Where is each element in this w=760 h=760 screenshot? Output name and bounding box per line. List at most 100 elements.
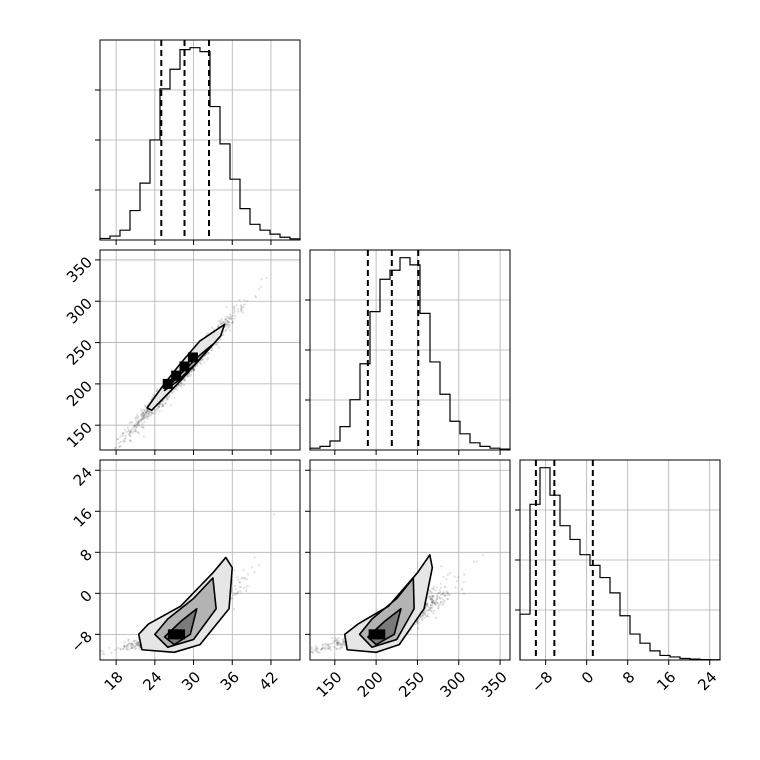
ytick-label-p1-1: 200 (63, 377, 96, 410)
pair-panel-0-2-point (127, 645, 130, 648)
pair-panel-0-1-point (214, 343, 217, 346)
pair-panel-0-1-point (189, 371, 193, 374)
pair-panel-0-1-point (182, 383, 186, 387)
pair-panel-0-1-point (172, 390, 175, 393)
pair-panel-0-1-point (161, 403, 164, 406)
pair-panel-1-2-point (427, 608, 431, 612)
pair-panel-1-2-point (453, 575, 456, 578)
hist-panel-2 (515, 459, 721, 665)
pair-panel-0-1-point (117, 446, 121, 449)
pair-panel-1-2-point (432, 587, 435, 591)
pair-panel-1-2-border (309, 459, 511, 661)
pair-panel-1-2-point (321, 646, 324, 650)
pair-panel-1-2-point (428, 607, 431, 610)
xtick-label-p0-2: 30 (178, 668, 204, 694)
pair-panel-1-2-point (335, 638, 338, 641)
pair-panel-0-2-point (97, 650, 99, 652)
pair-panel-0-1-point (206, 352, 209, 355)
pair-panel-1-2-point (481, 554, 485, 557)
pair-panel-0-1-point (147, 409, 150, 413)
pair-panel-1-2-point (433, 602, 436, 605)
pair-panel-0-1-point (147, 412, 150, 416)
pair-panel-0-1-point (225, 323, 228, 326)
pair-panel-0-1-point (119, 445, 122, 448)
pair-panel-0-1-point (189, 374, 193, 377)
pair-panel-0-1-point (192, 368, 195, 371)
pair-panel-0-1-point (242, 303, 245, 306)
pair-panel-0-1-point (145, 409, 148, 412)
pair-panel-1-2-point (446, 598, 450, 601)
pair-panel-0-1-point (226, 320, 229, 323)
pair-panel-0-2-point (127, 639, 130, 642)
pair-panel-0-1-point (134, 429, 137, 432)
pair-panel-1-2-point (441, 597, 444, 600)
pair-panel-1-2-point (432, 600, 436, 603)
pair-panel-0-1-point (148, 415, 151, 418)
pair-panel-0-2-point (272, 513, 276, 516)
pair-panel-0-1-point (240, 307, 243, 310)
pair-panel-0-1-point (221, 321, 224, 325)
pair-panel-0-1-point (128, 432, 131, 435)
pair-panel-1-2-point (425, 605, 428, 608)
pair-panel-0-1-point (243, 299, 246, 302)
pair-panel-1-2-point (321, 643, 324, 646)
pair-panel-0-1-point (141, 418, 144, 421)
pair-panel-0-1-point (224, 325, 227, 328)
pair-panel-0-1-point (192, 367, 196, 371)
pair-panel-1-2-point (431, 599, 434, 602)
pair-panel-0-1-point (135, 426, 138, 429)
pair-panel-1-2-point (420, 614, 424, 617)
pair-panel-0-2-point (132, 645, 136, 648)
ytick-label-p2-2: 8 (77, 546, 96, 565)
pair-panel-1-2-point (422, 612, 425, 615)
pair-panel-0-1-point (144, 412, 147, 416)
pair-panel-1-2-point (342, 640, 345, 644)
pair-panel-0-1-point (233, 310, 236, 313)
pair-panel-0-2-point (236, 591, 239, 594)
pair-panel-0-2-point (138, 647, 141, 651)
pair-panel-1-2-point (431, 600, 435, 603)
pair-panel-1-2-point (417, 623, 420, 626)
pair-panel-1-2-point (433, 603, 436, 606)
pair-panel-1-2-point (428, 595, 432, 598)
pair-panel-0-2-point (103, 653, 106, 656)
pair-panel-1-2-point (439, 586, 442, 589)
pair-panel-1-2-point (325, 643, 328, 646)
pair-panel-0-1-point (219, 319, 222, 323)
pair-panel-0-1-point (147, 412, 150, 415)
pair-panel-0-1-point (199, 363, 202, 366)
pair-panel-0-1-point (145, 412, 148, 415)
pair-panel-1-2-point (330, 642, 333, 645)
pair-panel-0-2-point (119, 648, 122, 651)
pair-panel-1-2-point (337, 642, 340, 645)
pair-panel-0-2-point (237, 590, 240, 593)
pair-panel-0-1-point (142, 416, 146, 419)
pair-panel-0-1-point (128, 439, 132, 442)
pair-panel-0-1-dense-cell-1 (171, 370, 182, 381)
pair-panel-0-2 (95, 459, 301, 665)
pair-panel-0-1-point (177, 383, 181, 387)
pair-panel-0-1-point (226, 319, 229, 323)
pair-panel-0-1-point (236, 310, 239, 313)
pair-panel-0-1-dense-cell-2 (179, 361, 190, 372)
pair-panel-1-2-point (341, 642, 344, 645)
pair-panel-0-2-point (238, 581, 242, 584)
pair-panel-0-2-point (246, 573, 250, 576)
pair-panel-0-1-point (168, 395, 171, 399)
pair-panel-0-1-point (206, 331, 210, 334)
pair-panel-0-2-point (129, 642, 132, 645)
pair-panel-1-2-point (429, 597, 432, 600)
pair-panel-0-2-point (130, 642, 133, 645)
pair-panel-0-1-point (146, 415, 150, 418)
xtick-label-p0-4: 42 (255, 668, 281, 694)
pair-panel-0-1-point (161, 400, 165, 403)
pair-panel-0-1-point (218, 319, 221, 322)
pair-panel-0-1-point (136, 422, 140, 426)
pair-panel-1-2-point (454, 586, 457, 589)
pair-panel-0-1-point (224, 328, 227, 331)
pair-panel-0-1-point (164, 402, 168, 405)
pair-panel-0-1-point (140, 418, 143, 422)
pair-panel-1-2-point (327, 647, 330, 650)
pair-panel-0-1-point (207, 351, 210, 355)
ytick-label-p2-4: 24 (70, 464, 96, 490)
